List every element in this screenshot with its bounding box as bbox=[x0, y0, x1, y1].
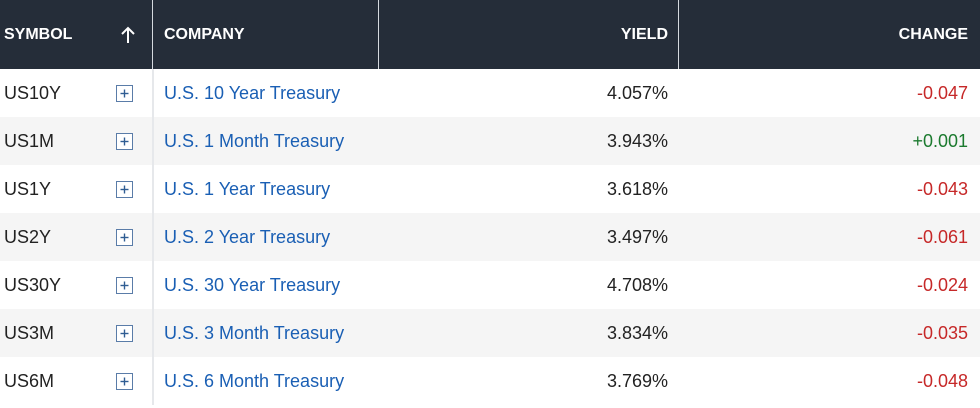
company-link[interactable]: U.S. 2 Year Treasury bbox=[164, 226, 331, 247]
table-row: US30Y U.S. 30 Year Treasury 4.708% -0.024 bbox=[0, 261, 980, 309]
expand-plus-icon[interactable] bbox=[116, 181, 133, 198]
table-row: US3M U.S. 3 Month Treasury 3.834% -0.035 bbox=[0, 309, 980, 357]
change-cell: +0.001 bbox=[912, 130, 968, 151]
expand-plus-icon[interactable] bbox=[116, 229, 133, 246]
table-row: US10Y U.S. 10 Year Treasury 4.057% -0.047 bbox=[0, 69, 980, 117]
expand-plus-icon[interactable] bbox=[116, 277, 133, 294]
company-link[interactable]: U.S. 1 Month Treasury bbox=[164, 130, 345, 151]
row-divider bbox=[152, 261, 154, 309]
row-divider bbox=[152, 213, 154, 261]
symbol-cell: US1Y bbox=[4, 178, 52, 199]
symbol-cell: US10Y bbox=[4, 82, 62, 103]
company-link[interactable]: U.S. 30 Year Treasury bbox=[164, 274, 341, 295]
column-header-company-label: COMPANY bbox=[164, 25, 245, 43]
arrow-up-icon[interactable] bbox=[118, 24, 138, 46]
change-cell: -0.043 bbox=[916, 178, 968, 199]
symbol-cell: US2Y bbox=[4, 226, 52, 247]
row-divider bbox=[152, 117, 154, 165]
column-header-yield-label: YIELD bbox=[620, 25, 668, 43]
row-divider bbox=[152, 357, 154, 405]
symbol-cell: US3M bbox=[4, 322, 55, 343]
yield-cell: 3.769% bbox=[606, 370, 668, 391]
column-header-yield[interactable]: YIELD bbox=[380, 0, 678, 69]
expand-plus-icon[interactable] bbox=[116, 373, 133, 390]
yield-cell: 3.497% bbox=[606, 226, 668, 247]
change-cell: -0.061 bbox=[916, 226, 968, 247]
column-header-symbol-label: SYMBOL bbox=[4, 25, 73, 43]
column-header-symbol[interactable]: SYMBOL bbox=[0, 0, 152, 69]
table-header: SYMBOL COMPANY YIELD CHANGE bbox=[0, 0, 980, 69]
symbol-cell: US6M bbox=[4, 370, 55, 391]
company-link[interactable]: U.S. 6 Month Treasury bbox=[164, 370, 345, 391]
table-row: US2Y U.S. 2 Year Treasury 3.497% -0.061 bbox=[0, 213, 980, 261]
column-header-change-label: CHANGE bbox=[898, 25, 968, 43]
expand-plus-icon[interactable] bbox=[116, 133, 133, 150]
column-header-company[interactable]: COMPANY bbox=[154, 0, 378, 69]
change-cell: -0.048 bbox=[916, 370, 968, 391]
change-cell: -0.047 bbox=[916, 82, 968, 103]
yield-cell: 3.618% bbox=[606, 178, 668, 199]
table-row: US1M U.S. 1 Month Treasury 3.943% +0.001 bbox=[0, 117, 980, 165]
change-cell: -0.024 bbox=[916, 274, 968, 295]
yield-cell: 4.057% bbox=[606, 82, 668, 103]
change-cell: -0.035 bbox=[916, 322, 968, 343]
column-header-change[interactable]: CHANGE bbox=[680, 0, 980, 69]
yield-cell: 3.943% bbox=[606, 130, 668, 151]
row-divider bbox=[152, 165, 154, 213]
expand-plus-icon[interactable] bbox=[116, 85, 133, 102]
expand-plus-icon[interactable] bbox=[116, 325, 133, 342]
company-link[interactable]: U.S. 10 Year Treasury bbox=[164, 82, 341, 103]
column-divider bbox=[152, 0, 153, 69]
table-row: US1Y U.S. 1 Year Treasury 3.618% -0.043 bbox=[0, 165, 980, 213]
row-divider bbox=[152, 309, 154, 357]
table-row: US6M U.S. 6 Month Treasury 3.769% -0.048 bbox=[0, 357, 980, 405]
row-divider bbox=[152, 69, 154, 117]
company-link[interactable]: U.S. 1 Year Treasury bbox=[164, 178, 331, 199]
yield-cell: 3.834% bbox=[606, 322, 668, 343]
yield-cell: 4.708% bbox=[606, 274, 668, 295]
company-link[interactable]: U.S. 3 Month Treasury bbox=[164, 322, 345, 343]
symbol-cell: US1M bbox=[4, 130, 55, 151]
column-divider bbox=[378, 0, 379, 69]
column-divider bbox=[678, 0, 679, 69]
symbol-cell: US30Y bbox=[4, 274, 62, 295]
